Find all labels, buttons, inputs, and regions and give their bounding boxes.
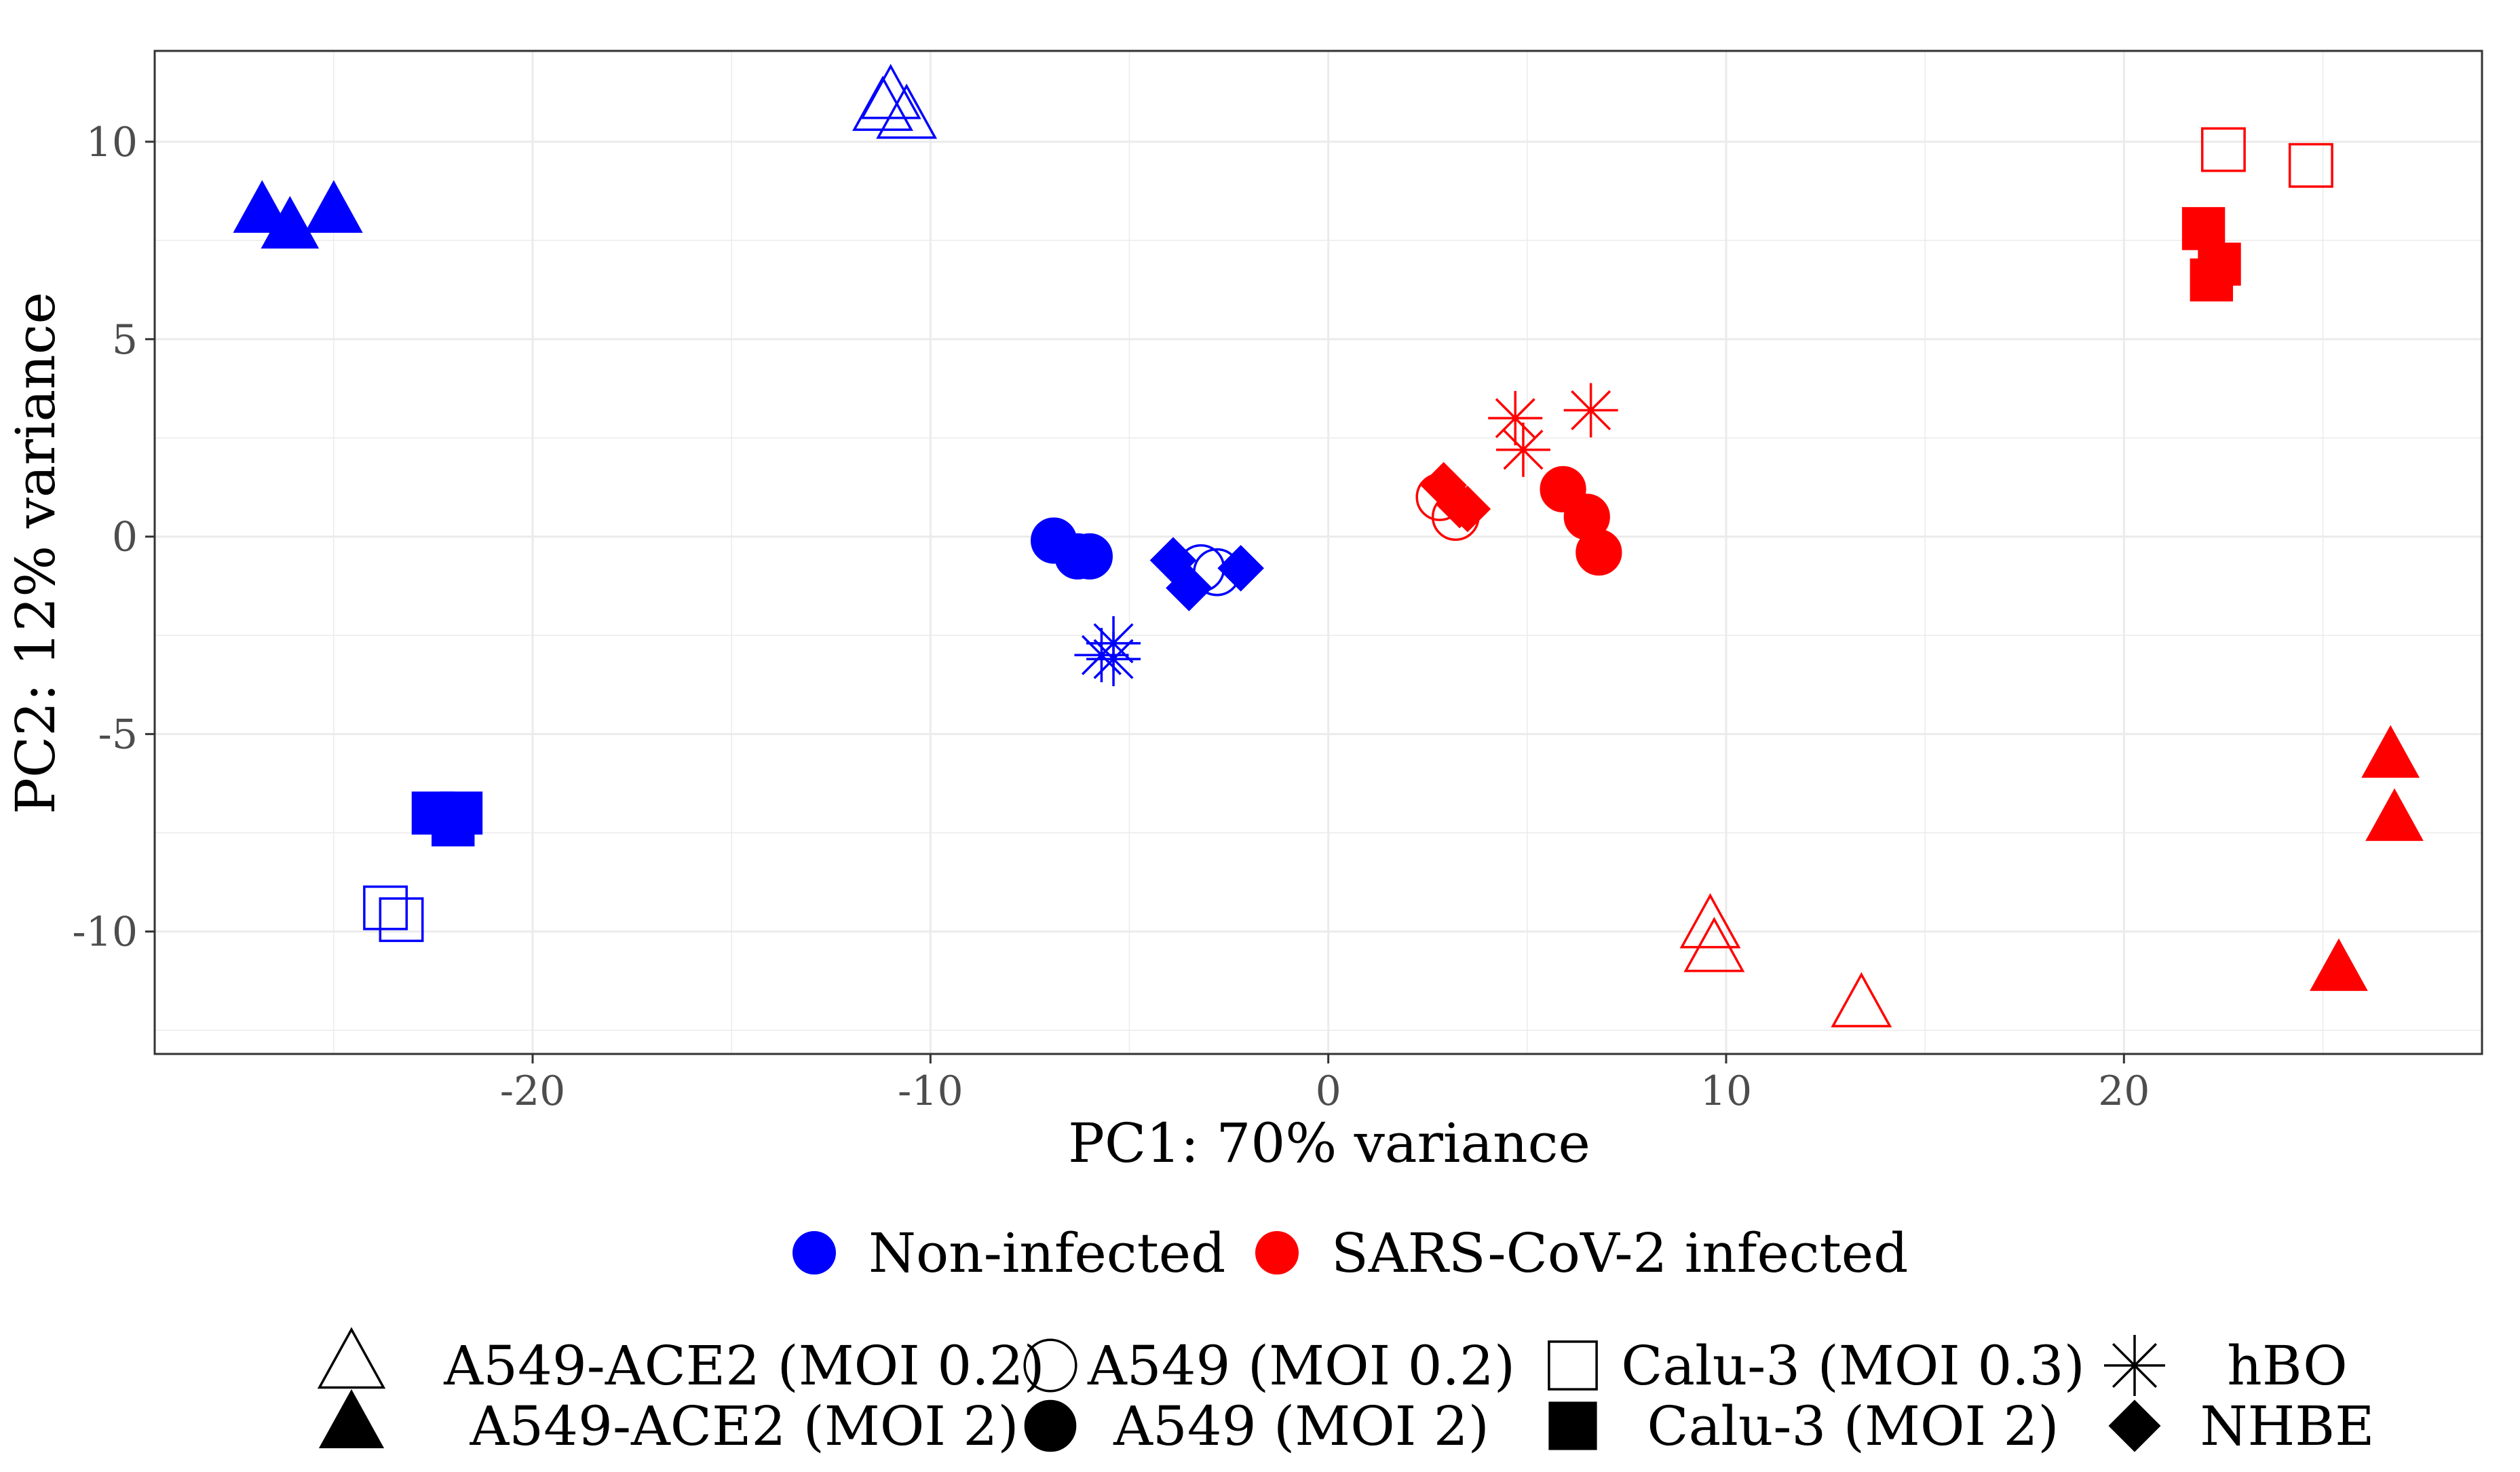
data-point-triangle-filled — [261, 195, 320, 249]
shape-legend-item: Calu-3 (MOI 0.3) — [1548, 1334, 2085, 1397]
data-point-diamond-filled — [1444, 485, 1491, 533]
color-legend-key-dot — [1255, 1231, 1299, 1275]
color-legend-item: SARS-CoV-2 infected — [1255, 1222, 1908, 1285]
x-axis-title: PC1: 70% variance — [1068, 1112, 1590, 1175]
color-legend-key-dot — [793, 1231, 836, 1275]
data-point-square-open — [363, 885, 408, 930]
data-point-circle-filled — [1576, 529, 1622, 576]
shape-legend-key-triangle-open — [317, 1327, 386, 1389]
data-point-triangle-filled — [2361, 725, 2420, 778]
shape-legend-item: NHBE — [2108, 1395, 2375, 1458]
x-tick-label: -10 — [898, 1068, 963, 1115]
shape-legend-key-diamond-filled — [2108, 1399, 2161, 1452]
data-point-square-open — [379, 897, 424, 943]
shape-legend-key-asterisk — [2104, 1335, 2165, 1396]
data-point-triangle-open — [860, 64, 921, 119]
shape-legend-key-circle-open — [1023, 1338, 1077, 1393]
shape-legend-label: hBO — [2227, 1334, 2347, 1397]
data-point-triangle-filled — [2310, 938, 2368, 992]
color-legend-label: SARS-CoV-2 infected — [1331, 1222, 1908, 1285]
data-point-triangle-open — [1831, 972, 1892, 1027]
data-point-asterisk — [1086, 632, 1141, 687]
data-point-triangle-open — [1679, 893, 1741, 949]
legend: Non-infected SARS-CoV-2 infected A549-ACE2… — [317, 1222, 2375, 1458]
shape-legend-item: Calu-3 (MOI 2) — [1548, 1395, 2059, 1458]
data-point-square-filled — [2190, 258, 2233, 302]
shape-legend-label: Calu-3 (MOI 2) — [1647, 1395, 2059, 1458]
x-tick-label: 0 — [1316, 1068, 1341, 1115]
data-point-asterisk — [1563, 383, 1618, 438]
shape-legend-item: A549-ACE2 (MOI 0.2) — [317, 1327, 1045, 1397]
color-legend-item: Non-infected — [793, 1222, 1225, 1285]
y-tick-label: -10 — [72, 909, 138, 956]
shape-legend-item: A549 (MOI 0.2) — [1023, 1334, 1515, 1397]
data-point-triangle-open — [876, 83, 938, 139]
shape-legend-item: A549 (MOI 2) — [1024, 1395, 1489, 1458]
shape-legend-item: A549-ACE2 (MOI 2) — [318, 1389, 1019, 1458]
x-tick-label: 10 — [1700, 1068, 1752, 1115]
data-point-circle-filled — [1066, 533, 1113, 580]
y-tick-label: 10 — [86, 119, 138, 166]
plot-panel-border — [153, 50, 2483, 1055]
data-point-diamond-filled — [1217, 544, 1264, 592]
shape-legend-key-square-filled — [1548, 1401, 1597, 1450]
shape-legend-label: Calu-3 (MOI 0.3) — [1621, 1334, 2085, 1397]
y-tick-label: 5 — [112, 316, 138, 364]
data-point-triangle-open — [1683, 916, 1745, 973]
y-tick-label: 0 — [112, 514, 138, 561]
shape-legend-label: A549-ACE2 (MOI 0.2) — [443, 1334, 1044, 1397]
data-point-asterisk — [1074, 628, 1129, 683]
data-point-square-filled — [432, 803, 475, 847]
shape-legend-item: hBO — [2104, 1334, 2348, 1397]
data-point-diamond-filled — [1166, 565, 1213, 611]
data-point-square-open — [2288, 143, 2333, 188]
x-tick-label: 20 — [2098, 1068, 2150, 1115]
shape-legend-key-square-open — [1548, 1340, 1598, 1391]
shape-legend-key-triangle-filled — [318, 1389, 385, 1448]
shape-legend-label: A549 (MOI 0.2) — [1087, 1334, 1515, 1397]
shape-legend-label: NHBE — [2200, 1395, 2375, 1458]
x-tick-label: -20 — [500, 1068, 566, 1115]
data-points — [233, 64, 2424, 1027]
data-point-triangle-filled — [2365, 788, 2424, 842]
grid-lines — [155, 51, 2482, 1054]
data-point-square-open — [2200, 127, 2246, 172]
data-point-triangle-filled — [233, 180, 292, 233]
y-tick-label: -5 — [98, 711, 138, 759]
data-point-asterisk — [1495, 422, 1550, 477]
data-point-asterisk — [1488, 391, 1543, 446]
data-point-triangle-filled — [304, 180, 363, 233]
axis-ticks: -20 -10 0 10 20 -10 -5 0 5 10 — [72, 119, 2150, 1115]
color-legend-label: Non-infected — [868, 1222, 1225, 1285]
y-axis-title: PC2: 12% variance — [4, 292, 67, 814]
shape-legend-label: A549 (MOI 2) — [1113, 1395, 1489, 1458]
shape-legend-key-circle-filled — [1024, 1399, 1077, 1452]
shape-legend-label: A549-ACE2 (MOI 2) — [469, 1395, 1018, 1458]
